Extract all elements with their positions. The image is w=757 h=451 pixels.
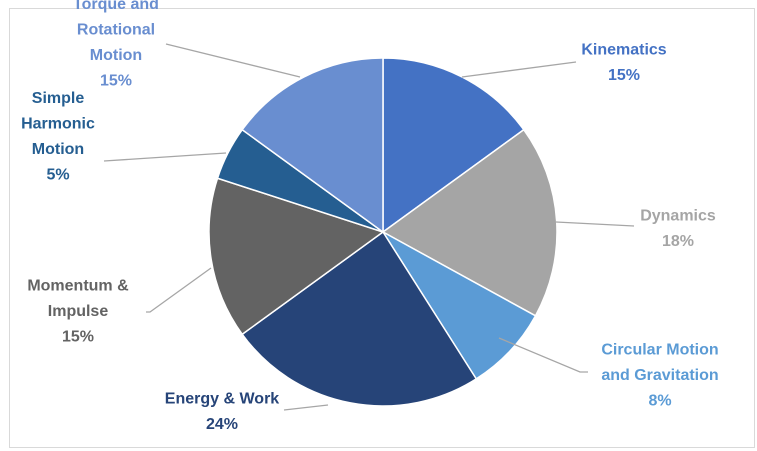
data-label-category: Impulse [48, 303, 109, 320]
pie-slice-energy-work [241, 230, 478, 407]
data-label-percent: 24% [206, 416, 238, 433]
data-label-category: Momentum & [27, 278, 129, 295]
data-label: Momentum & Impulse 15% [27, 278, 129, 346]
data-label-category: Rotational [77, 21, 155, 38]
data-label-category: Circular Motion [601, 342, 718, 359]
leader-line [498, 337, 588, 373]
data-label-category: Simple [32, 90, 85, 107]
data-label-category: Kinematics [581, 41, 666, 58]
data-labels-layer: Kinematics 15% Dynamics 18% Circular Motion a… [21, 0, 719, 433]
data-label-category: Motion [90, 47, 142, 64]
data-label-category: Motion [32, 141, 84, 158]
leader-lines-layer [103, 43, 635, 411]
data-label-category: Torque and [73, 0, 159, 13]
leader-line [165, 43, 301, 78]
leader-line [461, 61, 577, 78]
data-label-percent: 15% [62, 329, 94, 346]
data-label-category: and Gravitation [601, 367, 718, 384]
data-label-category: Dynamics [640, 207, 716, 224]
data-label-percent: 18% [662, 233, 694, 250]
data-label: Kinematics 15% [581, 41, 666, 84]
data-label-percent: 8% [648, 393, 671, 410]
data-label-category: Energy & Work [165, 390, 280, 407]
data-label: Circular Motion and Gravitation 8% [601, 342, 718, 410]
pie-slice-kinematics [382, 57, 525, 234]
data-label: Energy & Work 24% [165, 390, 280, 433]
pie-slice-torque-and-rotational-motion [241, 57, 384, 234]
data-label: Simple Harmonic Motion 5% [21, 90, 95, 184]
data-label-percent: 5% [46, 166, 69, 183]
pie-slice-momentum-impulse [208, 177, 385, 336]
leader-line [103, 152, 227, 162]
data-label: Dynamics 18% [640, 207, 716, 250]
pie-slice-dynamics [381, 128, 558, 317]
leader-line [146, 267, 212, 313]
leader-line [555, 221, 635, 227]
data-label-category: Harmonic [21, 115, 95, 132]
data-label: Torque and Rotational Motion 15% [73, 0, 159, 89]
data-label-percent: 15% [100, 72, 132, 89]
data-label-percent: 15% [608, 67, 640, 84]
leader-line [283, 404, 329, 411]
slices-layer [208, 57, 558, 407]
